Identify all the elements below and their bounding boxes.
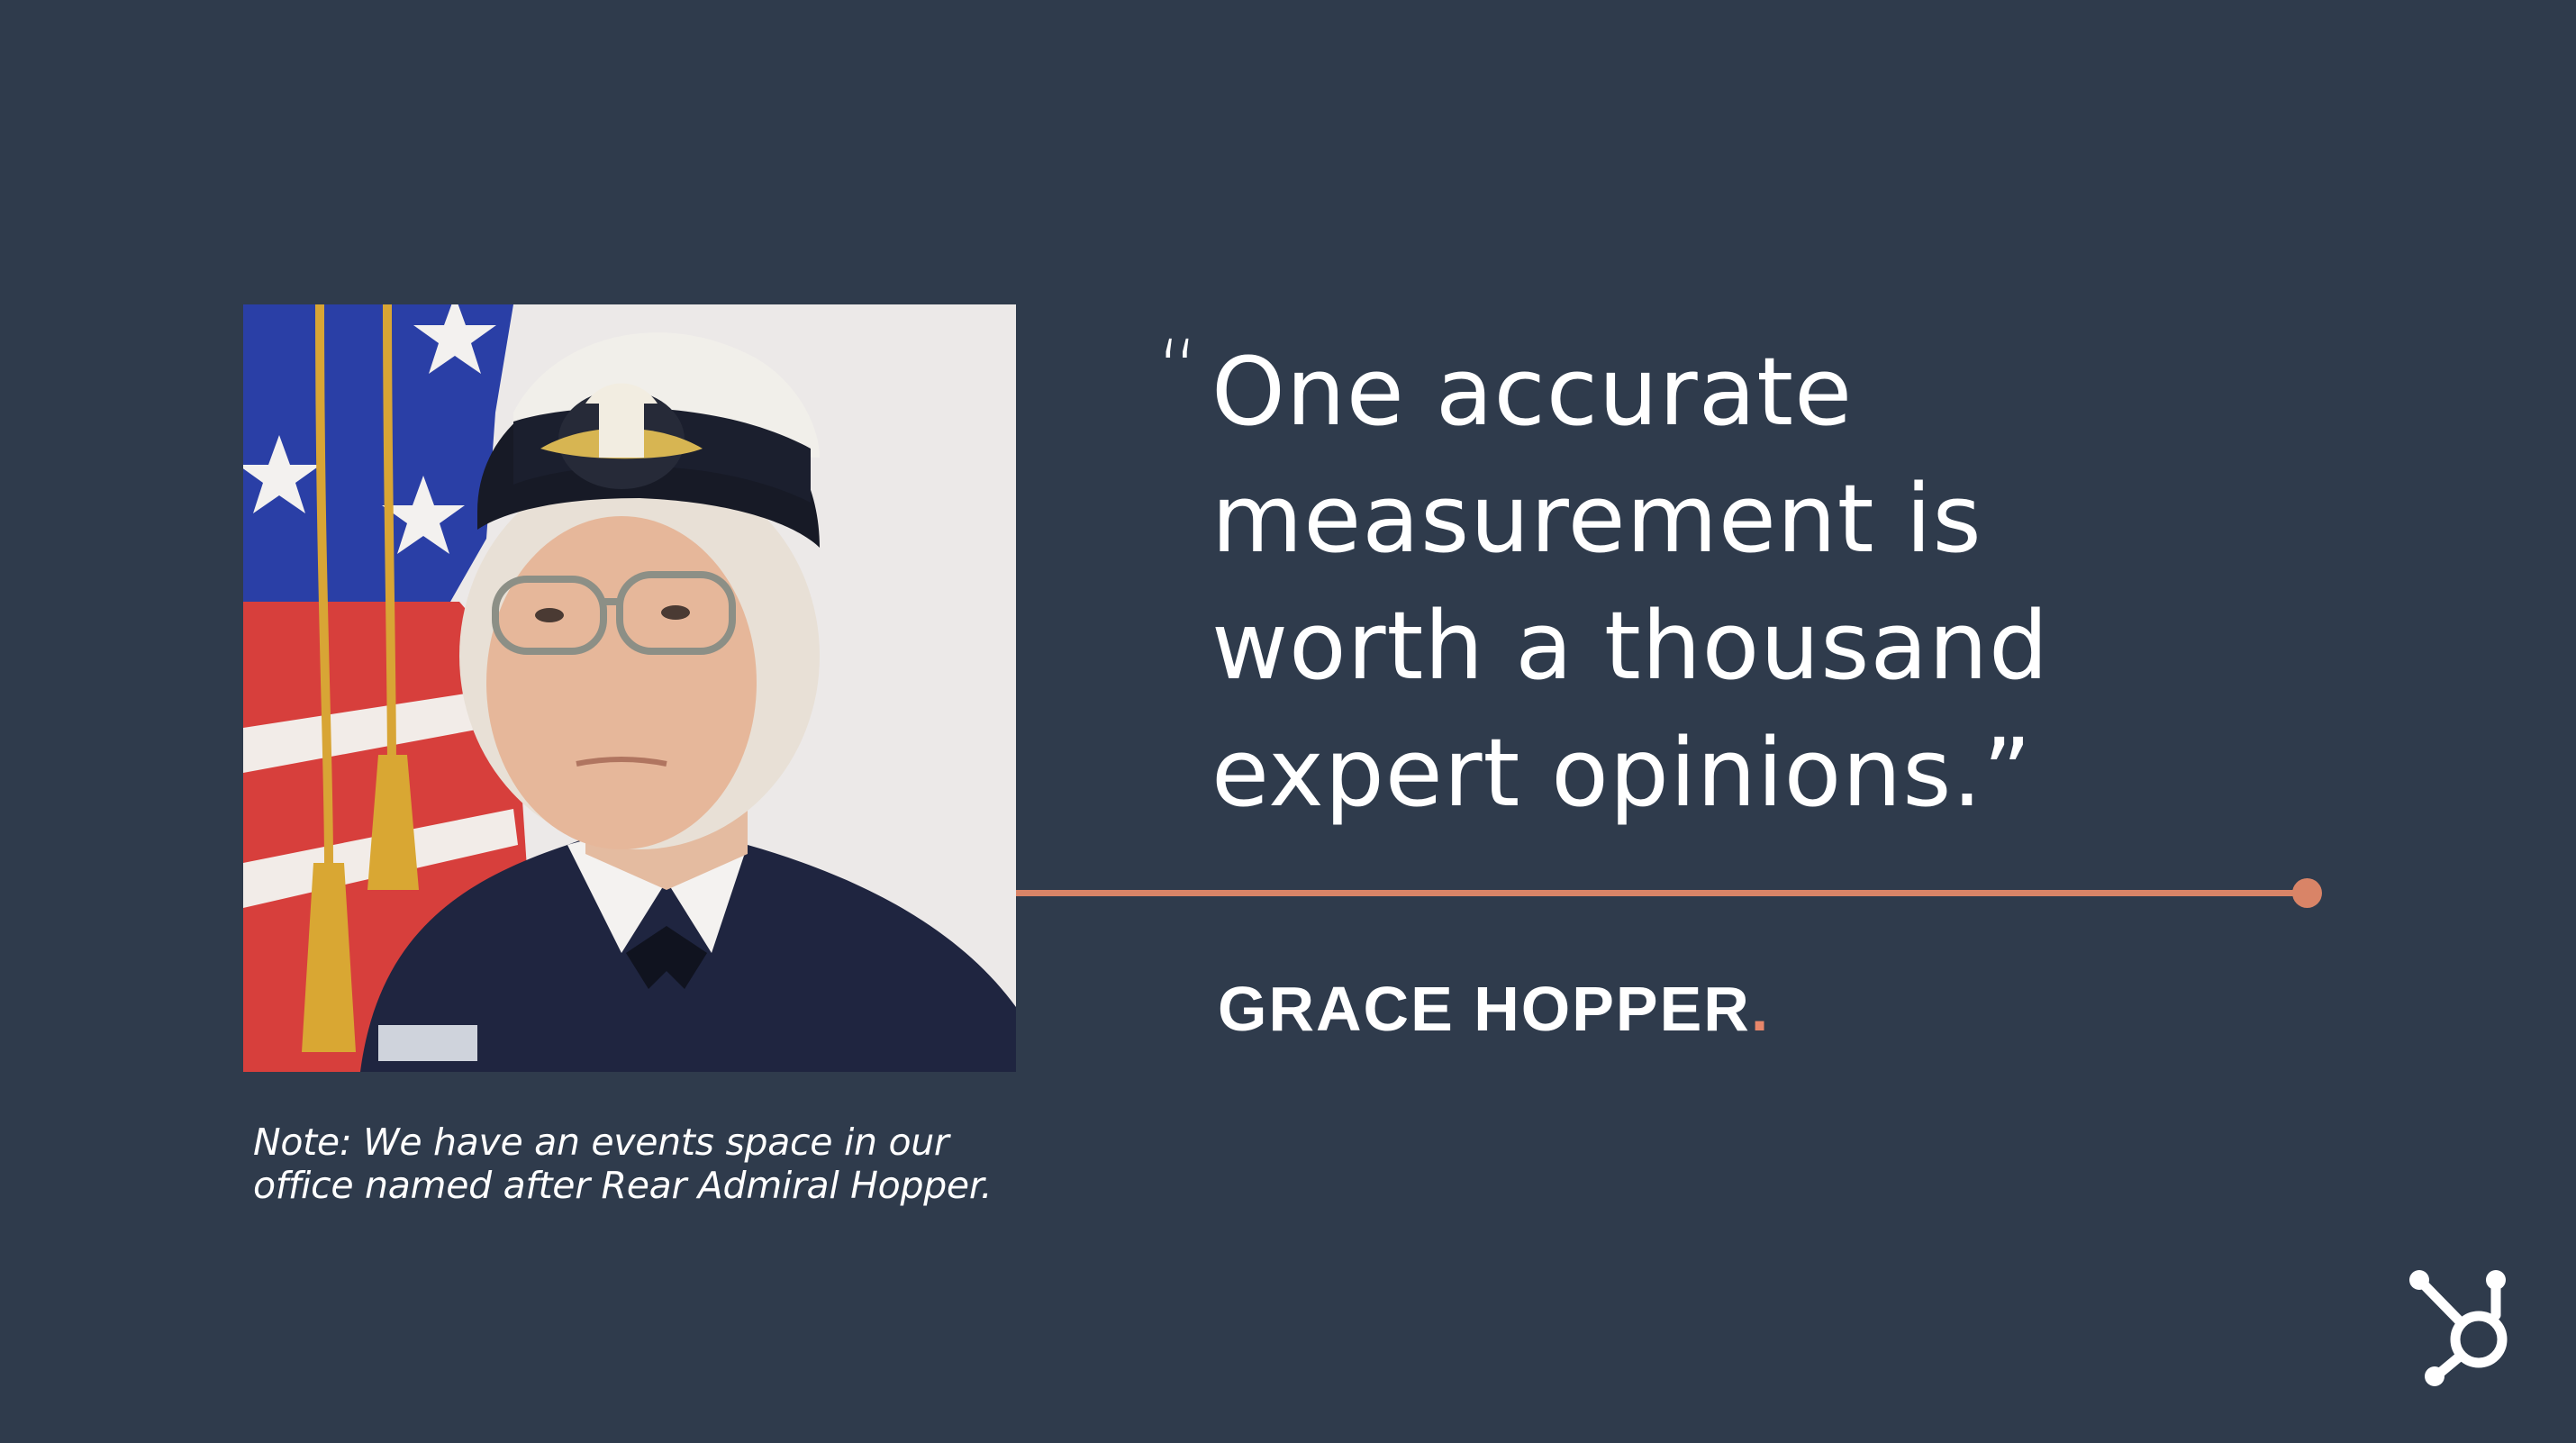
logo-svg bbox=[2409, 1270, 2508, 1386]
author-period: . bbox=[1750, 974, 1771, 1044]
divider-dot bbox=[2292, 878, 2322, 908]
quote-author: GRACE HOPPER. bbox=[1218, 973, 1770, 1045]
note-caption: Note: We have an events space in our off… bbox=[253, 1121, 1064, 1207]
quote-line-3: worth a thousand bbox=[1211, 591, 2050, 701]
hubspot-sprocket-icon bbox=[2405, 1266, 2526, 1387]
portrait-illustration bbox=[243, 304, 1016, 1072]
divider-line bbox=[1016, 890, 2310, 896]
portrait-photo bbox=[243, 304, 1016, 1072]
quote-line-1: One accurate bbox=[1211, 337, 1854, 447]
quote-line-2: measurement is bbox=[1211, 464, 1982, 574]
author-name: GRACE HOPPER bbox=[1218, 974, 1751, 1044]
note-line-2: office named after Rear Admiral Hopper. bbox=[253, 1164, 993, 1207]
quote-open-mark: “ bbox=[1156, 322, 1200, 419]
quote-text: One accurate measurement is worth a thou… bbox=[1211, 329, 2292, 837]
quote-line-4: expert opinions.” bbox=[1211, 718, 2033, 828]
note-line-1: Note: We have an events space in our bbox=[253, 1121, 949, 1164]
